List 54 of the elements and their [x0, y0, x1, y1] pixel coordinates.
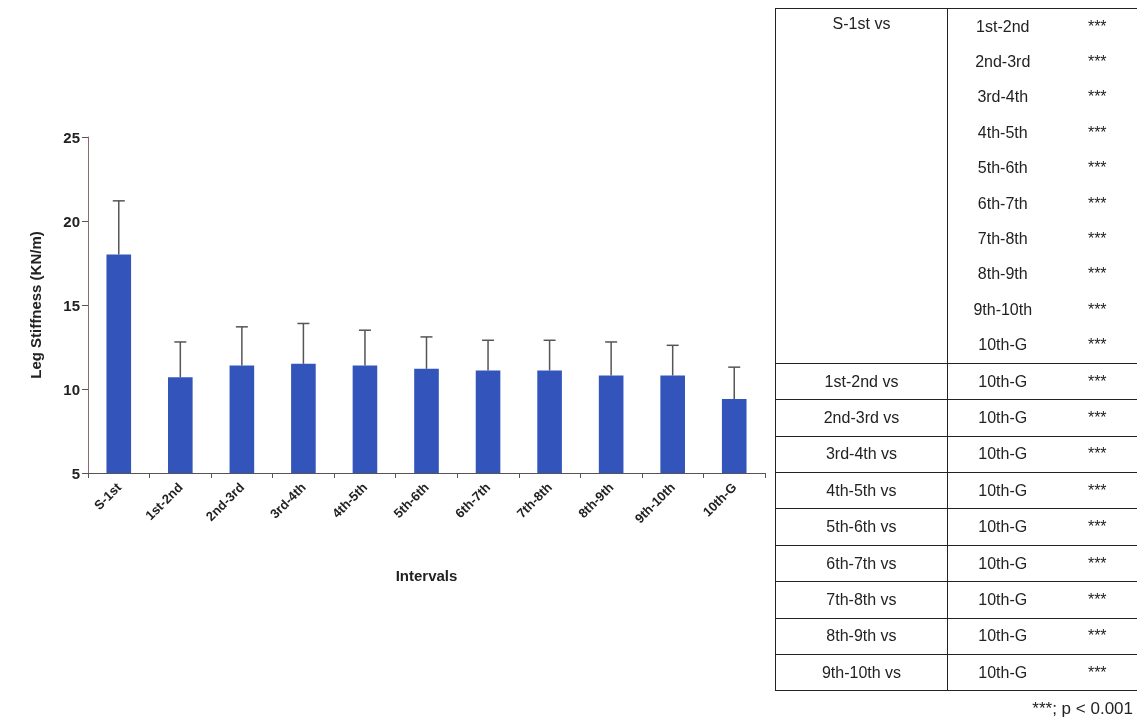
text: S-1st vs [775, 8, 948, 364]
text: *** [1057, 115, 1137, 151]
text: *** [1057, 327, 1137, 364]
text: *** [1057, 8, 1137, 45]
text: 7th-8th [947, 221, 1058, 257]
text: 10th-G [947, 618, 1058, 655]
text: *** [1057, 399, 1137, 437]
text: *** [1057, 654, 1137, 691]
text: 6th-7th vs [775, 545, 948, 582]
text: 5th-6th vs [775, 508, 948, 546]
text: *** [1057, 472, 1137, 509]
text: *** [1057, 436, 1137, 473]
text: 7th-8th vs [775, 581, 948, 619]
text: *** [1057, 185, 1137, 222]
text: *** [1057, 256, 1137, 293]
y-tick-label: 20 [63, 212, 80, 230]
y-tick-label: 25 [63, 128, 80, 146]
text: 3rd-4th [947, 79, 1058, 116]
text: 10th-G [947, 327, 1058, 364]
text: 9th-10th vs [775, 654, 948, 691]
text: *** [1057, 221, 1137, 257]
y-tick-label: 5 [71, 464, 80, 482]
text: *** [1057, 150, 1137, 186]
text: 3rd-4th vs [775, 436, 948, 473]
text: 1st-2nd [947, 8, 1058, 45]
y-tick-label: 15 [63, 296, 80, 314]
y-tick-label: 10 [63, 380, 80, 398]
text: *** [1057, 44, 1137, 80]
text: 1st-2nd vs [775, 363, 948, 400]
text: *** [1057, 292, 1137, 328]
text: *** [1057, 363, 1137, 400]
text: 10th-G [947, 363, 1058, 400]
text: *** [1057, 508, 1137, 546]
text: 5th-6th [947, 150, 1058, 186]
text: 10th-G [947, 399, 1058, 437]
text: *** [1057, 79, 1137, 116]
text: 10th-G [947, 581, 1058, 619]
text: 2nd-3rd vs [775, 399, 948, 437]
text: 10th-G [947, 545, 1058, 582]
text: 10th-G [947, 436, 1058, 473]
text: 4th-5th [947, 115, 1058, 151]
text: *** [1057, 618, 1137, 655]
text: 10th-G [947, 654, 1058, 691]
text: 9th-10th [947, 292, 1058, 328]
text: 8th-9th [947, 256, 1058, 293]
x-axis-title: Intervals [395, 567, 458, 584]
text: *** [1057, 581, 1137, 619]
y-axis-title: Leg Stiffness (KN/m) [27, 231, 44, 379]
text: 8th-9th vs [775, 618, 948, 655]
text: ***; p < 0.001 [1031, 699, 1134, 720]
text: 2nd-3rd [947, 44, 1058, 80]
text: 6th-7th [947, 185, 1058, 222]
text: *** [1057, 545, 1137, 582]
text: 4th-5th vs [775, 472, 948, 509]
